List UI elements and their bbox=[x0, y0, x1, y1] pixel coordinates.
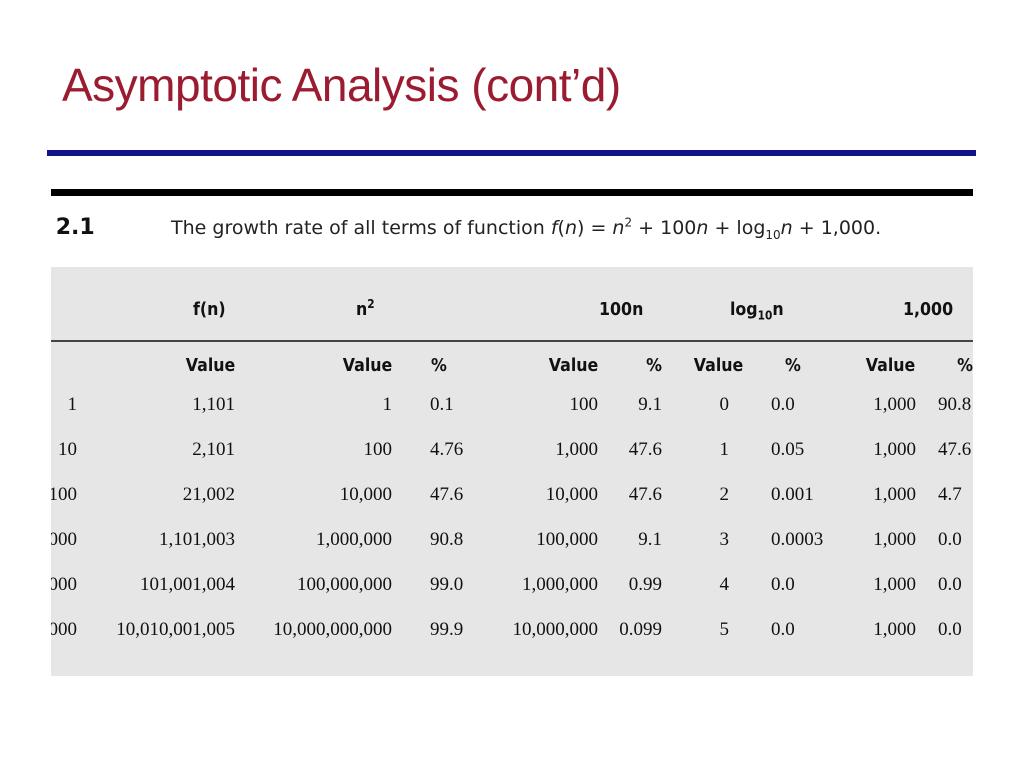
table-cell: 100,000 bbox=[536, 529, 598, 550]
table-cell: 1,000,000 bbox=[316, 529, 392, 550]
sub-header-value: Value bbox=[865, 355, 915, 376]
table-cell: 1 bbox=[719, 439, 730, 460]
table-cell: 47.6 bbox=[430, 484, 464, 505]
table-cell: 3 bbox=[719, 529, 730, 550]
table-cell: 0 bbox=[719, 394, 730, 415]
table-cell: 4.7 bbox=[938, 484, 962, 505]
figure-top-rule bbox=[51, 189, 973, 196]
table-cell: 1,000 bbox=[873, 619, 916, 640]
table-cell: 10,010,001,005 bbox=[116, 619, 235, 640]
table-cell: 100 bbox=[51, 484, 77, 505]
column-header-n-squared: n2 bbox=[356, 297, 375, 320]
table-cell: 47.6 bbox=[938, 439, 972, 460]
table-cell: 0.0 bbox=[771, 574, 795, 595]
table-cell: 1,000 bbox=[873, 484, 916, 505]
title-divider bbox=[47, 150, 976, 156]
table-cell: 1,000 bbox=[873, 439, 916, 460]
sub-header-value: Value bbox=[548, 355, 598, 376]
table-figure: E 2.1 The growth rate of all terms of fu… bbox=[51, 189, 973, 676]
table-cell: 0.099 bbox=[619, 619, 662, 640]
table-cell: 0.0 bbox=[938, 529, 962, 550]
table-cell: 0.0 bbox=[938, 619, 962, 640]
column-header-constant: 1,000 bbox=[903, 299, 954, 320]
column-header-log10n: log10n bbox=[730, 299, 784, 323]
table-cell: 0.001 bbox=[771, 484, 814, 505]
table-cell: 2 bbox=[719, 484, 730, 505]
table-cell: 1000 bbox=[51, 619, 77, 640]
table-cell: 21,002 bbox=[182, 484, 235, 505]
table-cell: 2,101 bbox=[192, 439, 235, 460]
table-cell: 1000 bbox=[51, 529, 77, 550]
table-cell: 1,000 bbox=[873, 394, 916, 415]
data-table bbox=[51, 267, 973, 676]
table-cell: 4.76 bbox=[430, 439, 464, 460]
table-cell: 0.0 bbox=[938, 574, 962, 595]
table-cell: 1000 bbox=[51, 574, 77, 595]
table-cell: 10,000 bbox=[545, 484, 598, 505]
table-cell: 1,101,003 bbox=[159, 529, 235, 550]
slide-title: Asymptotic Analysis (cont’d) bbox=[62, 59, 621, 111]
figure-label: E 2.1 bbox=[51, 215, 95, 240]
table-cell: 1 bbox=[382, 394, 393, 415]
table-cell: 100,000,000 bbox=[297, 574, 392, 595]
table-cell: 101,001,004 bbox=[140, 574, 235, 595]
table-cell: 0.0003 bbox=[771, 529, 824, 550]
table-cell: 1,000,000 bbox=[522, 574, 598, 595]
sub-header-value: Value bbox=[185, 355, 235, 376]
table-cell: 90.8 bbox=[938, 394, 972, 415]
table-cell: 10,000,000 bbox=[512, 619, 599, 640]
table-cell: 9.1 bbox=[638, 394, 662, 415]
column-header-fn: f(n) bbox=[193, 299, 226, 320]
table-cell: 1,101 bbox=[192, 394, 235, 415]
table-cell: 1 bbox=[67, 394, 78, 415]
table-cell: 99.0 bbox=[430, 574, 464, 595]
table-cell: 10,000 bbox=[339, 484, 392, 505]
sub-header-percent: % bbox=[785, 355, 801, 376]
table-cell: 10,000,000,000 bbox=[273, 619, 392, 640]
table-cell: 1,000 bbox=[873, 529, 916, 550]
table-cell: 5 bbox=[719, 619, 730, 640]
table-cell: 9.1 bbox=[638, 529, 662, 550]
sub-header-value: Value bbox=[693, 355, 743, 376]
sub-header-percent: % bbox=[646, 355, 662, 376]
table-cell: 99.9 bbox=[430, 619, 464, 640]
table-cell: 1,000 bbox=[873, 574, 916, 595]
table-cell: 1,000 bbox=[555, 439, 598, 460]
table-cell: 0.99 bbox=[628, 574, 662, 595]
table-cell: 100 bbox=[363, 439, 393, 460]
table-cell: 47.6 bbox=[628, 484, 662, 505]
header-divider bbox=[51, 340, 973, 342]
table-cell: 0.05 bbox=[771, 439, 805, 460]
table-cell: 0.0 bbox=[771, 394, 795, 415]
table-cell: 90.8 bbox=[430, 529, 464, 550]
table-cell: 0.0 bbox=[771, 619, 795, 640]
table-cell: 4 bbox=[719, 574, 730, 595]
table-cell: 100 bbox=[569, 394, 599, 415]
column-header-100n: 100n bbox=[599, 299, 644, 320]
sub-header-percent: % bbox=[957, 355, 973, 376]
table-cell: 47.6 bbox=[628, 439, 662, 460]
table-cell: 10 bbox=[58, 439, 77, 460]
figure-caption: The growth rate of all terms of function… bbox=[171, 215, 882, 242]
table-cell: 0.1 bbox=[430, 394, 454, 415]
sub-header-value: Value bbox=[342, 355, 392, 376]
sub-header-percent: % bbox=[431, 355, 447, 376]
